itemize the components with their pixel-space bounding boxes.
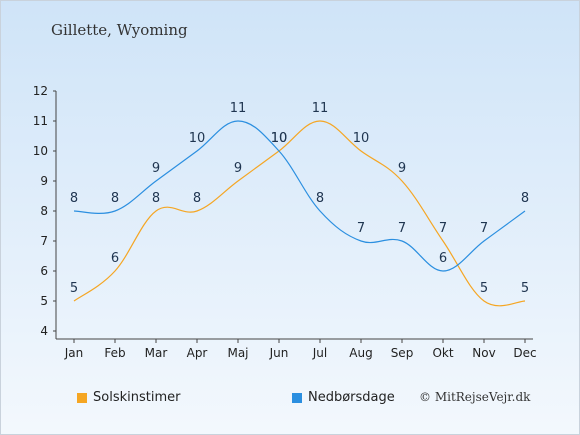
data-label-nedborsdage: 10 (189, 131, 206, 146)
x-tick-label: Mar (145, 346, 168, 360)
data-label-solskinstimer: 5 (480, 281, 488, 296)
y-tick-label: 9 (40, 174, 48, 188)
x-tick-label: Apr (187, 346, 208, 360)
data-label-nedborsdage: 8 (70, 191, 78, 206)
data-label-nedborsdage: 8 (111, 191, 119, 206)
x-tick-label: Maj (227, 346, 248, 360)
y-tick-label: 5 (40, 294, 48, 308)
data-label-nedborsdage: 6 (439, 251, 447, 266)
y-tick-label: 6 (40, 264, 48, 278)
y-tick-label: 8 (40, 204, 48, 218)
y-tick-label: 11 (33, 114, 48, 128)
data-label-solskinstimer: 10 (353, 131, 370, 146)
y-tick-label: 4 (40, 324, 48, 338)
data-label-nedborsdage: 11 (230, 101, 247, 116)
data-label-nedborsdage: 7 (398, 221, 406, 236)
y-tick-label: 10 (33, 144, 48, 158)
x-tick-label: Jul (312, 346, 327, 360)
series-line-nedborsdage (73, 120, 526, 272)
credit-text: © MitRejseVejr.dk (419, 390, 531, 404)
x-tick-label: Nov (472, 346, 495, 360)
data-label-solskinstimer: 9 (398, 161, 406, 176)
chart-title: Gillette, Wyoming (51, 21, 188, 39)
x-tick-label: Aug (349, 346, 372, 360)
y-tick-label: 7 (40, 234, 48, 248)
legend-solskinstimer: Solskinstimer (77, 390, 180, 405)
legend-swatch-nedborsdage (292, 392, 302, 403)
data-label-solskinstimer: 10 (271, 131, 288, 146)
x-tick-label: Dec (513, 346, 536, 360)
data-label-solskinstimer: 11 (312, 101, 329, 116)
x-tick-label: Okt (432, 346, 453, 360)
x-tick-label: Jan (64, 346, 84, 360)
data-label-solskinstimer: 9 (234, 161, 242, 176)
data-label-nedborsdage: 8 (316, 191, 324, 206)
x-tick-label: Feb (104, 346, 125, 360)
data-label-nedborsdage: 8 (521, 191, 529, 206)
series-line-solskinstimer (73, 120, 526, 307)
data-label-nedborsdage: 7 (357, 221, 365, 236)
x-tick-label: Jun (269, 346, 289, 360)
data-label-solskinstimer: 6 (111, 251, 119, 266)
data-label-solskinstimer: 8 (193, 191, 201, 206)
data-label-nedborsdage: 9 (152, 161, 160, 176)
data-label-nedborsdage: 7 (480, 221, 488, 236)
data-label-nedborsdage: 10 (271, 131, 288, 146)
data-label-solskinstimer: 5 (521, 281, 529, 296)
x-tick-label: Sep (391, 346, 414, 360)
legend-label-solskinstimer: Solskinstimer (93, 390, 181, 405)
data-label-solskinstimer: 8 (152, 191, 160, 206)
legend-nedborsdage: Nedbørsdage (292, 390, 395, 405)
legend-swatch-solskinstimer (77, 392, 87, 403)
legend-label-nedborsdage: Nedbørsdage (308, 390, 395, 405)
data-label-solskinstimer: 5 (70, 281, 78, 296)
y-tick-label: 12 (33, 84, 48, 98)
data-label-solskinstimer: 7 (439, 221, 447, 236)
